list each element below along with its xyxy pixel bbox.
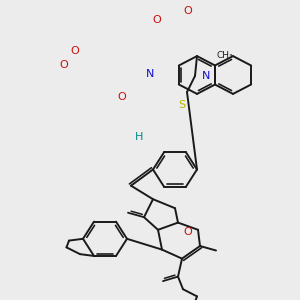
- Text: O: O: [70, 46, 80, 56]
- Text: O: O: [60, 60, 68, 70]
- Text: O: O: [184, 6, 192, 16]
- Text: CH₃: CH₃: [217, 50, 233, 59]
- Text: O: O: [118, 92, 126, 102]
- Text: S: S: [178, 100, 186, 110]
- Text: H: H: [135, 132, 143, 142]
- Text: N: N: [146, 69, 154, 79]
- Text: O: O: [153, 15, 161, 25]
- Text: N: N: [202, 71, 210, 81]
- Text: O: O: [184, 227, 192, 237]
